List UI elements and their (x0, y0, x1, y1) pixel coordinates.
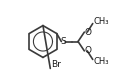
Text: CH₃: CH₃ (94, 57, 109, 66)
Text: Br: Br (51, 60, 61, 69)
Text: O: O (85, 28, 92, 37)
Text: CH₃: CH₃ (94, 17, 109, 26)
Text: O: O (85, 46, 92, 55)
Text: S: S (60, 37, 66, 46)
